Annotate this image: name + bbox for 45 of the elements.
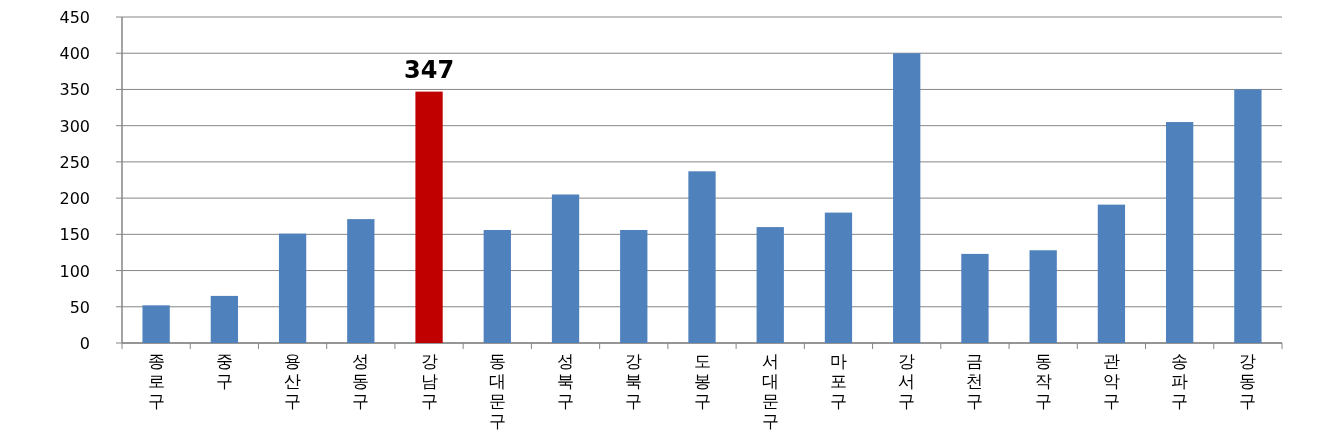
x-tick-label: 금천구 bbox=[966, 351, 984, 411]
x-tick-label: 서대문구 bbox=[761, 351, 779, 431]
bar bbox=[551, 194, 580, 343]
bar bbox=[278, 233, 307, 343]
bar bbox=[824, 212, 853, 343]
bar bbox=[1166, 122, 1194, 343]
bar bbox=[142, 305, 170, 343]
x-tick-label: 성동구 bbox=[352, 351, 370, 411]
x-tick-label: 강동구 bbox=[1239, 351, 1257, 411]
x-tick-label: 강북구 bbox=[625, 351, 643, 411]
bar bbox=[620, 229, 648, 343]
y-tick-label: 150 bbox=[59, 225, 90, 245]
x-tick-label: 동대문구 bbox=[488, 351, 506, 431]
x-tick-label: 도봉구 bbox=[693, 351, 711, 411]
x-tick-label: 성북구 bbox=[557, 351, 575, 411]
y-tick-label: 50 bbox=[69, 297, 90, 317]
x-tick-label: 마포구 bbox=[829, 351, 847, 411]
y-tick-label: 200 bbox=[59, 189, 90, 209]
bar bbox=[688, 171, 716, 343]
x-tick-label: 관악구 bbox=[1102, 351, 1120, 411]
bar bbox=[1029, 250, 1057, 343]
x-tick-label: 강남구 bbox=[420, 351, 438, 411]
bar bbox=[483, 229, 511, 343]
bar bbox=[893, 53, 921, 343]
y-tick-label: 450 bbox=[59, 8, 90, 27]
x-tick-label: 종로구 bbox=[147, 351, 165, 411]
y-tick-label: 0 bbox=[79, 334, 90, 353]
data-label: 347 bbox=[404, 55, 455, 84]
bar bbox=[415, 91, 443, 343]
y-tick-label: 250 bbox=[59, 152, 90, 172]
x-tick-label: 용산구 bbox=[284, 351, 302, 411]
y-tick-label: 350 bbox=[59, 80, 90, 100]
bar bbox=[1234, 89, 1262, 343]
bar bbox=[1097, 204, 1126, 343]
x-tick-label: 송파구 bbox=[1171, 351, 1189, 411]
x-tick-label: 중구 bbox=[215, 351, 233, 391]
bar bbox=[961, 253, 989, 343]
bar bbox=[210, 295, 238, 343]
x-tick-label: 동작구 bbox=[1034, 351, 1052, 411]
y-tick-label: 300 bbox=[59, 116, 90, 136]
x-tick-label: 강서구 bbox=[898, 351, 916, 411]
bar bbox=[756, 227, 784, 343]
y-tick-label: 400 bbox=[59, 44, 90, 64]
y-tick-label: 100 bbox=[59, 261, 90, 281]
bar bbox=[347, 219, 375, 343]
